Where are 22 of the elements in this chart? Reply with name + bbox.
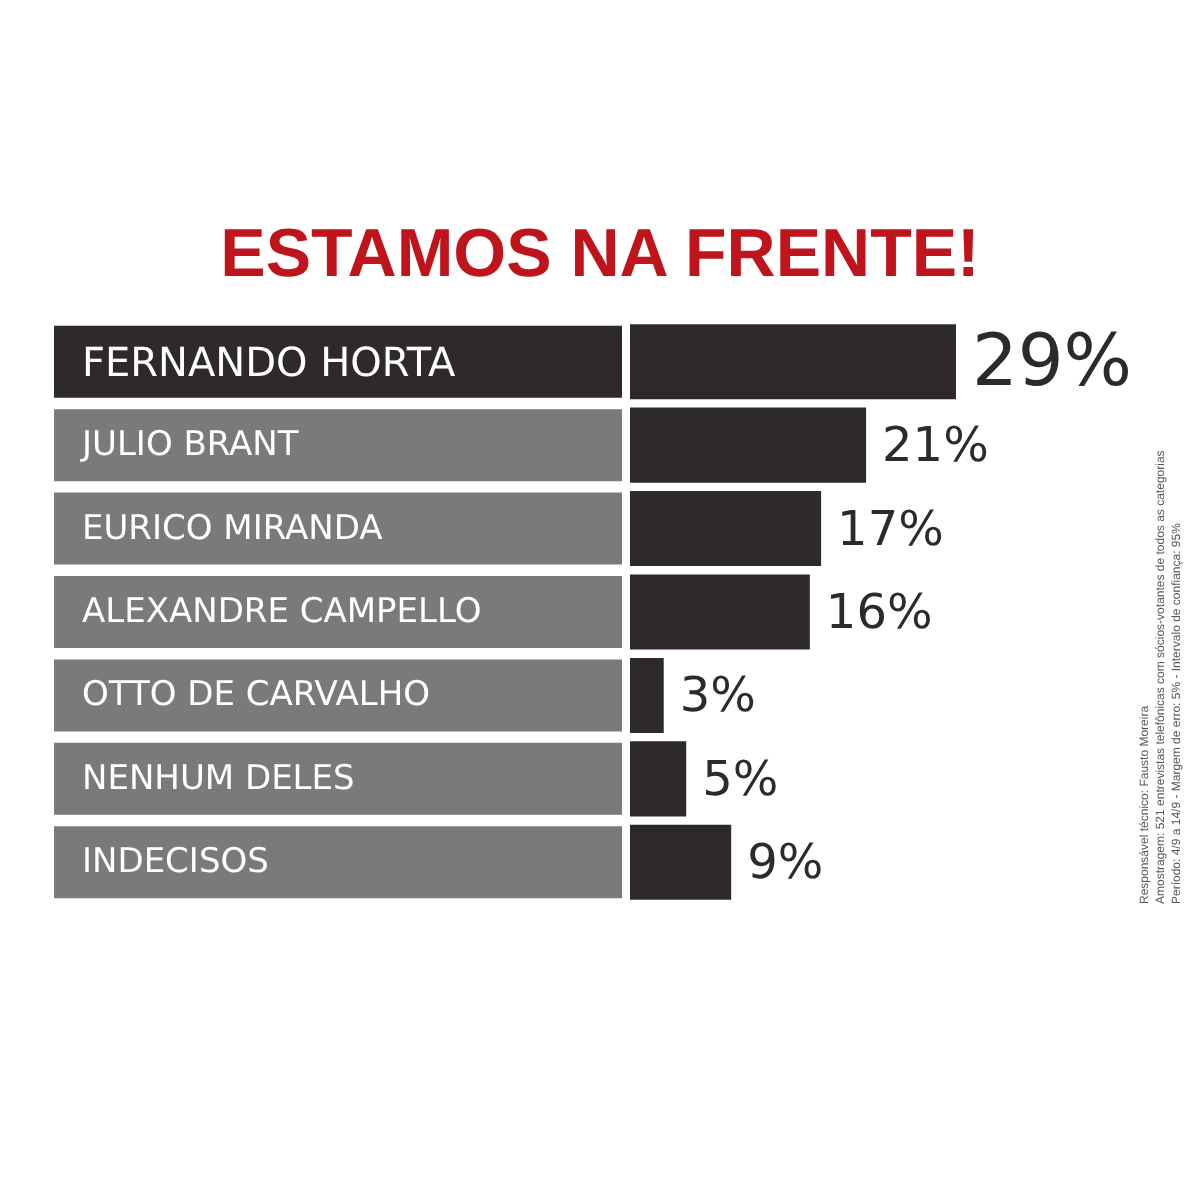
bar [630,574,810,650]
y-tick-label: NENHUM DELES [82,758,355,799]
bar [630,741,687,817]
bar [630,324,956,400]
data-label: 29% [972,320,1133,403]
bar [630,657,664,733]
bar [630,824,732,900]
data-label: 5% [702,750,779,807]
bar [630,491,822,567]
bar [630,407,867,483]
data-label: 3% [679,667,756,724]
y-tick-label: OTTO DE CARVALHO [82,675,431,716]
data-label: 9% [747,834,824,891]
y-tick-label: EURICO MIRANDA [82,508,384,549]
y-tick-label: INDECISOS [82,842,269,883]
y-tick-label: FERNANDO HORTA [82,337,457,386]
chart-title: ESTAMOS NA FRENTE! [220,216,980,292]
data-label: 16% [825,584,933,640]
data-label: 17% [837,500,944,557]
y-tick-label: ALEXANDRE CAMPELLO [82,592,482,632]
data-label: 21% [882,417,989,474]
y-tick-label: JULIO BRANT [80,425,300,466]
